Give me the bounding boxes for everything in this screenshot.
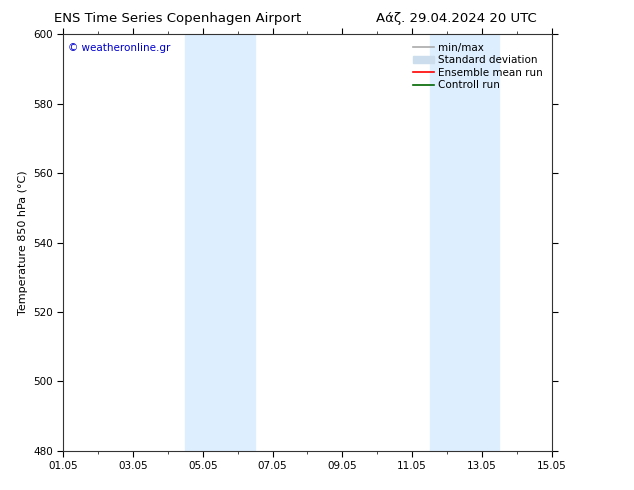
Bar	[186, 34, 255, 451]
Text: © weatheronline.gr: © weatheronline.gr	[68, 43, 171, 52]
Y-axis label: Temperature 850 hPa (°C): Temperature 850 hPa (°C)	[18, 170, 28, 315]
Text: ENS Time Series Copenhagen Airport: ENS Time Series Copenhagen Airport	[54, 12, 301, 25]
Bar	[430, 34, 500, 451]
Text: Αάζ. 29.04.2024 20 UTC: Αάζ. 29.04.2024 20 UTC	[376, 12, 537, 25]
Legend: min/max, Standard deviation, Ensemble mean run, Controll run: min/max, Standard deviation, Ensemble me…	[410, 40, 547, 94]
